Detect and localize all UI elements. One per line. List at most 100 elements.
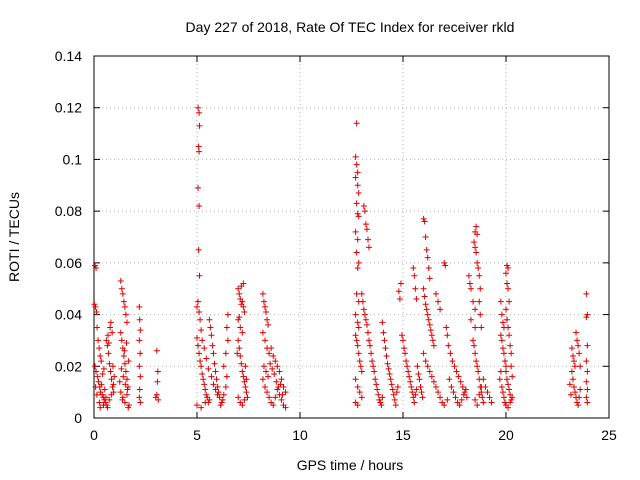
data-point	[220, 363, 227, 370]
data-point	[97, 352, 104, 359]
data-point	[573, 329, 580, 336]
data-point	[265, 373, 272, 380]
data-point	[366, 244, 373, 251]
data-point	[499, 389, 506, 396]
data-point	[92, 262, 99, 269]
data-point	[236, 345, 243, 352]
data-point	[437, 306, 444, 313]
data-point	[426, 368, 433, 375]
data-point	[475, 368, 482, 375]
data-point	[106, 360, 113, 367]
data-point	[214, 391, 221, 398]
data-point	[366, 337, 373, 344]
data-point	[196, 308, 203, 315]
data-point	[499, 345, 506, 352]
data-point	[196, 202, 203, 209]
data-point	[474, 363, 481, 370]
data-point	[451, 363, 458, 370]
data-point	[203, 355, 210, 362]
data-point	[196, 272, 203, 279]
data-point	[99, 371, 106, 378]
data-point	[466, 280, 473, 287]
data-point	[503, 270, 509, 277]
data-point	[508, 396, 515, 403]
data-point	[352, 376, 359, 383]
data-point	[474, 231, 481, 238]
data-point	[427, 327, 434, 334]
data-point	[94, 373, 101, 380]
data-point	[136, 337, 143, 344]
data-point	[476, 391, 483, 398]
axis-ticks	[93, 55, 610, 419]
data-point	[569, 352, 576, 359]
data-point	[352, 311, 359, 318]
data-point	[358, 394, 365, 401]
data-point	[412, 285, 419, 292]
data-point	[203, 391, 210, 398]
data-point	[107, 368, 114, 375]
data-point	[369, 358, 376, 365]
data-point	[200, 376, 207, 383]
data-point	[271, 371, 278, 378]
data-point	[124, 386, 131, 393]
data-point	[208, 373, 215, 380]
data-point	[422, 301, 429, 308]
data-point	[358, 290, 365, 297]
data-point	[508, 350, 515, 357]
grid	[94, 56, 609, 418]
data-point	[356, 358, 363, 365]
data-point	[198, 363, 205, 370]
data-point	[416, 376, 423, 383]
data-point	[93, 308, 100, 315]
data-point	[107, 319, 114, 326]
data-point	[195, 298, 202, 305]
data-point	[205, 365, 212, 372]
data-point	[501, 399, 508, 406]
data-point	[568, 345, 575, 352]
data-point	[280, 383, 287, 390]
data-point	[476, 272, 483, 279]
data-point	[497, 368, 504, 375]
data-point	[376, 396, 383, 403]
data-point	[503, 306, 509, 313]
data-point	[152, 394, 159, 401]
data-point	[353, 337, 360, 344]
data-point	[272, 358, 279, 365]
data-point	[199, 337, 206, 344]
data-point	[486, 394, 493, 401]
data-point	[424, 254, 431, 261]
data-point	[118, 365, 125, 372]
data-point	[243, 389, 250, 396]
data-point	[419, 394, 426, 401]
data-point	[354, 182, 361, 189]
data-point	[196, 122, 203, 129]
data-point	[217, 402, 224, 409]
data-point	[153, 391, 160, 398]
data-point	[259, 290, 266, 297]
data-point	[420, 350, 427, 357]
data-point	[154, 378, 161, 385]
data-point	[460, 391, 467, 398]
data-point	[238, 360, 245, 367]
data-point	[505, 404, 512, 411]
data-point	[505, 285, 512, 292]
data-point	[504, 376, 511, 383]
data-point	[424, 363, 431, 370]
data-point	[462, 386, 469, 393]
data-point	[352, 174, 359, 181]
data-point	[583, 378, 590, 385]
data-point	[211, 360, 218, 367]
data-point	[482, 383, 489, 390]
data-point	[380, 329, 387, 336]
data-point	[437, 394, 444, 401]
data-point	[430, 342, 437, 349]
data-point	[202, 399, 209, 406]
data-point	[212, 386, 219, 393]
data-point	[500, 394, 507, 401]
data-point	[199, 371, 206, 378]
data-point	[119, 396, 126, 403]
data-point	[270, 402, 277, 409]
data-point	[583, 358, 590, 365]
data-point	[195, 342, 202, 349]
data-point	[359, 298, 366, 305]
